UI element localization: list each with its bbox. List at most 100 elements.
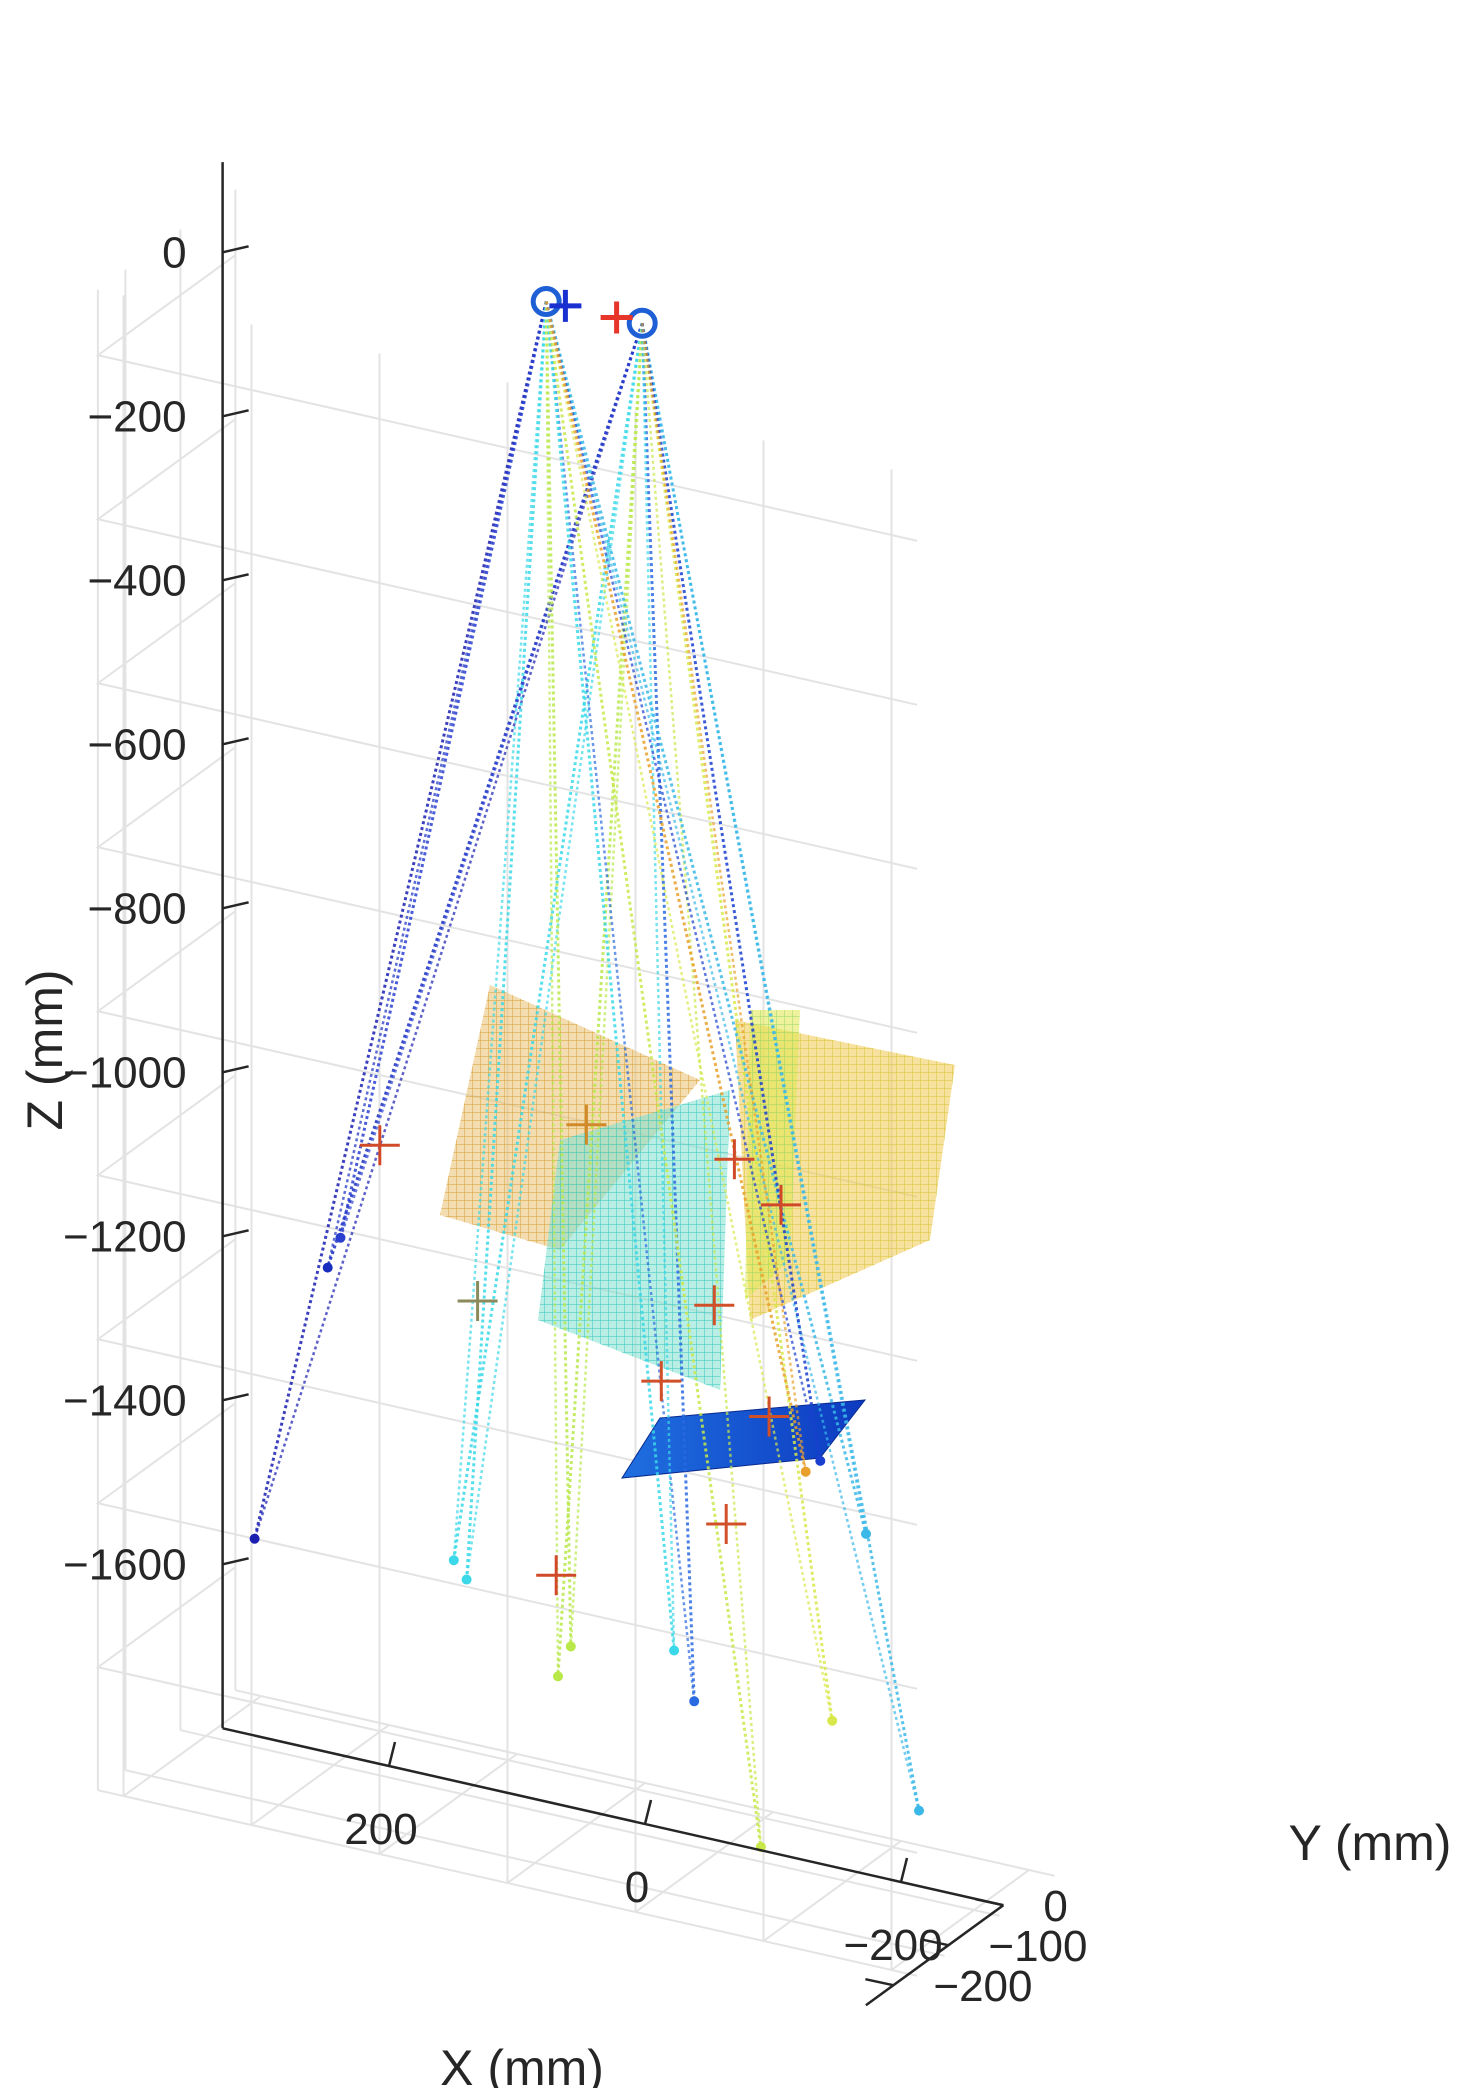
ray-line [569, 323, 644, 1647]
grid-line [378, 1753, 518, 1855]
x-tick-label: 200 [344, 1805, 417, 1854]
y-tick-mark [920, 1937, 949, 1947]
grid-line [235, 1689, 1055, 1877]
ray-line [640, 323, 763, 1848]
grid-line [634, 1811, 774, 1913]
x-tick-label: −200 [843, 1921, 942, 1970]
x-tick-mark [643, 1799, 653, 1825]
z-tick-label: −200 [87, 392, 186, 441]
z-tick-label: −600 [87, 720, 186, 769]
z-tick-label: −1600 [63, 1540, 187, 1589]
z-tick-label: −1200 [63, 1212, 187, 1261]
ray-line [640, 323, 834, 1721]
ray-line [465, 323, 644, 1580]
ray-line [544, 301, 676, 1651]
grid-line [95, 1566, 918, 1854]
y-axis-label: Y (mm) [1289, 1815, 1452, 1871]
calibration-planes [440, 985, 955, 1479]
ray-line [452, 323, 644, 1561]
ray-endpoint [914, 1805, 924, 1816]
y-tick-label: 0 [1043, 1882, 1067, 1931]
ray-line [544, 301, 763, 1848]
camera-circle-marker [530, 286, 562, 317]
z-axis-label: Z (mm) [17, 969, 73, 1130]
grid-line [250, 1724, 390, 1826]
ray-endpoint [461, 1574, 472, 1585]
grid-line [95, 746, 918, 1034]
grid-line [762, 1840, 902, 1942]
x-tick-mark [387, 1741, 397, 1767]
z-tick-label: 0 [162, 228, 186, 277]
z-tick-mark [222, 737, 249, 746]
projection-rays [249, 301, 924, 1852]
z-tick-mark [222, 1393, 249, 1402]
ray-line [640, 323, 868, 1535]
z-tick-mark [222, 901, 249, 910]
grid-line [506, 1782, 646, 1884]
intersection-marker [749, 1396, 790, 1437]
grid-line [125, 1769, 945, 1957]
x-axis-line [222, 1727, 1004, 1907]
ray-line [452, 301, 548, 1561]
x-tick-mark [899, 1857, 909, 1883]
z-tick-mark [222, 245, 249, 254]
ray-endpoint [553, 1671, 563, 1682]
ray-line [544, 301, 808, 1473]
intersection-markers [359, 1104, 801, 1596]
blue-plate [621, 1399, 867, 1479]
grid-line [890, 1869, 1030, 1971]
x-tick-label: 0 [625, 1863, 649, 1912]
axes [221, 162, 1005, 2007]
intersection-marker [566, 1104, 607, 1145]
tick-labels: 0−200−400−600−800−1000−1200−1400−1600200… [63, 228, 1087, 2011]
ray-endpoint [827, 1715, 838, 1726]
z-tick-label: −400 [87, 556, 186, 605]
grid-line [95, 418, 918, 706]
ray-endpoint [448, 1555, 459, 1566]
ray-endpoint [322, 1262, 333, 1273]
ray-line [640, 323, 807, 1472]
plane-left-mesh [440, 985, 700, 1250]
ray-line [253, 301, 548, 1540]
y-axis-line [865, 1904, 1005, 2007]
ray-line [544, 301, 822, 1462]
camera-plus-marker [549, 289, 582, 322]
intersection-marker [694, 1285, 735, 1326]
ray-line [326, 322, 644, 1269]
ray-endpoint [669, 1645, 680, 1656]
z-tick-mark [222, 573, 249, 582]
grid-line [97, 1789, 918, 1977]
z-tick-label: −800 [87, 884, 186, 933]
intersection-marker [761, 1184, 801, 1225]
intersection-marker [714, 1139, 755, 1180]
y-tick-mark [975, 1897, 1004, 1907]
intersection-marker [641, 1361, 682, 1402]
ray-line [253, 322, 644, 1540]
ray-endpoint [815, 1455, 826, 1466]
camera-circle-marker [626, 307, 658, 339]
ray-line [640, 323, 696, 1702]
ray-endpoint [335, 1232, 346, 1243]
intersection-marker [457, 1280, 498, 1321]
z-tick-label: −1000 [63, 1048, 187, 1097]
ray-endpoint [861, 1528, 871, 1539]
y-tick-mark [865, 1977, 894, 1987]
ray-endpoint [800, 1466, 811, 1477]
grid-line [95, 1402, 918, 1690]
camera-markers [530, 286, 658, 339]
ray-line [339, 322, 644, 1239]
intersection-marker [536, 1555, 577, 1596]
z-tick-mark [222, 1557, 249, 1566]
camera-plus-marker [600, 301, 633, 334]
z-tick-label: −1400 [63, 1376, 187, 1425]
grid-line [95, 582, 918, 870]
intersection-marker [359, 1125, 400, 1166]
grid-lines [95, 189, 1055, 1977]
ray-endpoint [249, 1533, 260, 1544]
z-tick-mark [222, 409, 249, 418]
y-tick-label: −100 [988, 1922, 1087, 1971]
z-tick-mark [222, 1065, 249, 1074]
ray-line [544, 301, 921, 1811]
grid-line [180, 1729, 1000, 1917]
